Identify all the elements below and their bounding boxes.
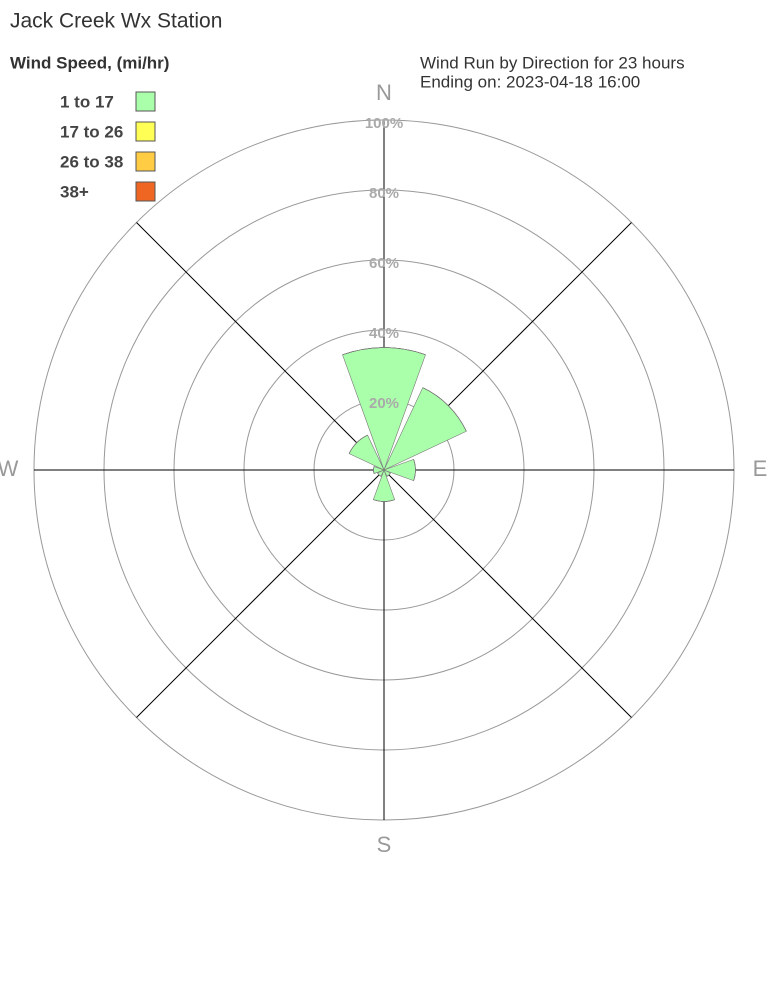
direction-label: N — [376, 80, 392, 105]
spoke — [383, 469, 632, 718]
ring-label: 100% — [365, 115, 403, 132]
petal — [373, 499, 395, 502]
petal — [373, 466, 375, 474]
legend-label: 38+ — [60, 182, 89, 201]
petal — [342, 347, 426, 356]
ring-label: 20% — [369, 395, 399, 412]
ring-label: 80% — [369, 185, 399, 202]
legend-swatch — [135, 91, 156, 112]
legend-title: Wind Speed, (mi/hr) — [10, 53, 169, 72]
legend-label: 17 to 26 — [60, 122, 123, 141]
subtitle: Ending on: 2023-04-18 16:00 — [420, 72, 640, 91]
petal — [413, 459, 416, 481]
ring-label: 40% — [369, 325, 399, 342]
chart-title: Jack Creek Wx Station — [10, 10, 222, 33]
ring-label: 60% — [369, 255, 399, 272]
spoke — [136, 469, 385, 718]
direction-label: S — [377, 832, 392, 857]
legend-swatch — [135, 151, 156, 172]
petal — [386, 472, 391, 477]
subtitle: Wind Run by Direction for 23 hours — [420, 53, 685, 72]
petal — [348, 434, 368, 454]
direction-label: W — [0, 456, 19, 481]
petal — [377, 472, 382, 477]
petal — [422, 387, 467, 432]
petal — [372, 469, 396, 502]
legend-label: 26 to 38 — [60, 152, 123, 171]
spoke — [136, 222, 385, 471]
direction-label: E — [753, 456, 768, 481]
legend-swatch — [135, 181, 156, 202]
legend-swatch — [135, 121, 156, 142]
legend-label: 1 to 17 — [60, 92, 114, 111]
